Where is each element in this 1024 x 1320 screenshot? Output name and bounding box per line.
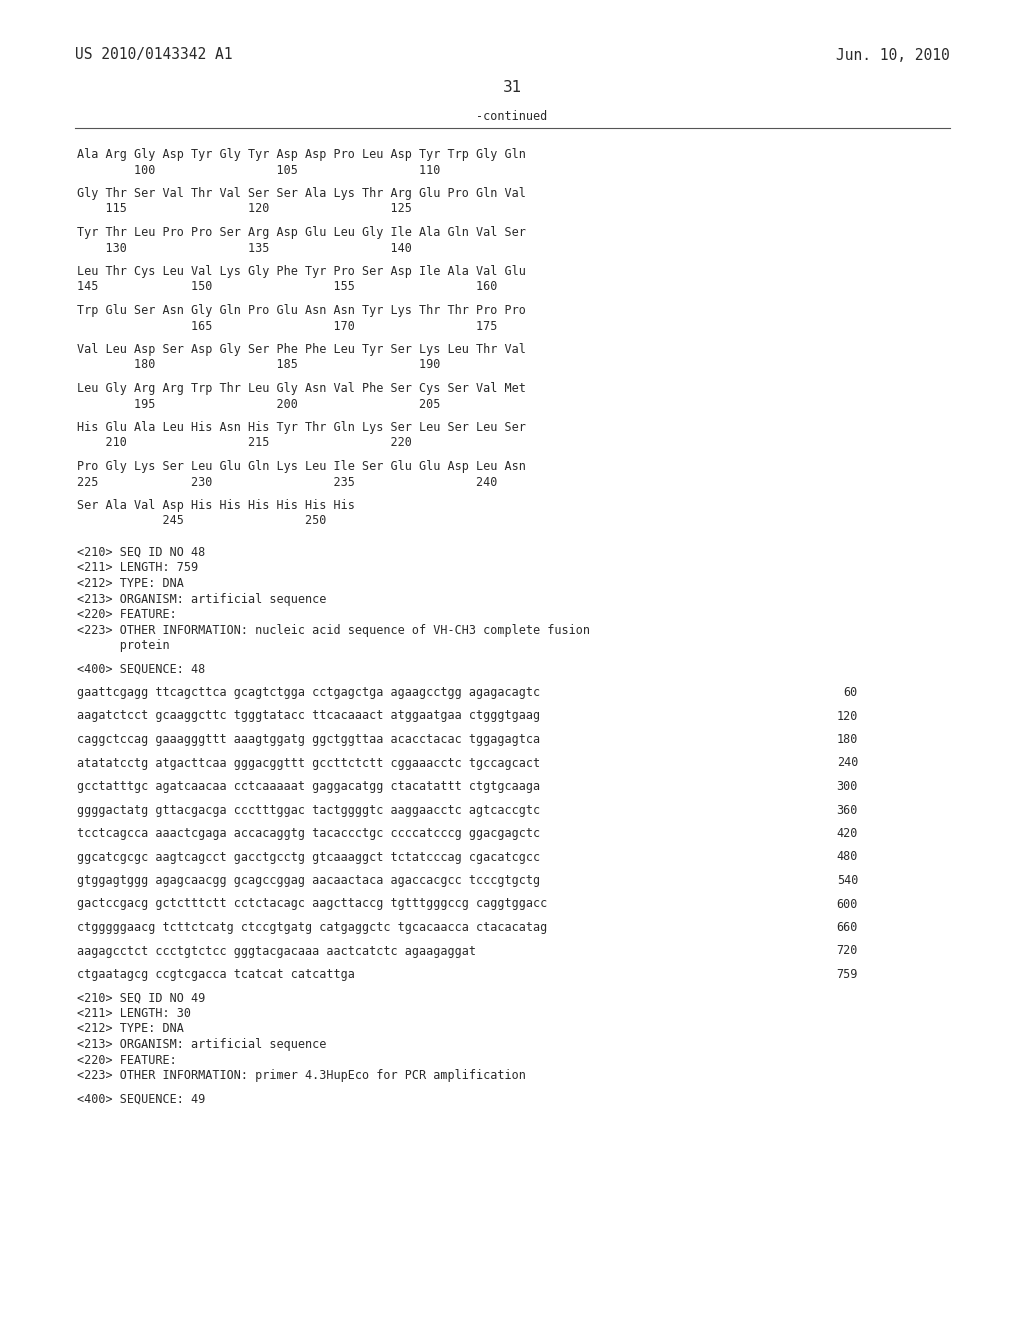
Text: ctgaatagcg ccgtcgacca tcatcat catcattga: ctgaatagcg ccgtcgacca tcatcat catcattga [77, 968, 355, 981]
Text: gactccgacg gctctttctt cctctacagc aagcttaccg tgtttgggccg caggtggacc: gactccgacg gctctttctt cctctacagc aagctta… [77, 898, 547, 911]
Text: <400> SEQUENCE: 49: <400> SEQUENCE: 49 [77, 1093, 205, 1105]
Text: 540: 540 [837, 874, 858, 887]
Text: 240: 240 [837, 756, 858, 770]
Text: US 2010/0143342 A1: US 2010/0143342 A1 [75, 48, 232, 62]
Text: Leu Gly Arg Arg Trp Thr Leu Gly Asn Val Phe Ser Cys Ser Val Met: Leu Gly Arg Arg Trp Thr Leu Gly Asn Val … [77, 381, 526, 395]
Text: 195                 200                 205: 195 200 205 [77, 397, 440, 411]
Text: ggcatcgcgc aagtcagcct gacctgcctg gtcaaaggct tctatcccag cgacatcgcc: ggcatcgcgc aagtcagcct gacctgcctg gtcaaag… [77, 850, 540, 863]
Text: 120: 120 [837, 710, 858, 722]
Text: 100                 105                 110: 100 105 110 [77, 164, 440, 177]
Text: 180                 185                 190: 180 185 190 [77, 359, 440, 371]
Text: 300: 300 [837, 780, 858, 793]
Text: <210> SEQ ID NO 49: <210> SEQ ID NO 49 [77, 991, 205, 1005]
Text: Leu Thr Cys Leu Val Lys Gly Phe Tyr Pro Ser Asp Ile Ala Val Glu: Leu Thr Cys Leu Val Lys Gly Phe Tyr Pro … [77, 265, 526, 279]
Text: ggggactatg gttacgacga ccctttggac tactggggtc aaggaacctc agtcaccgtc: ggggactatg gttacgacga ccctttggac tactggg… [77, 804, 540, 817]
Text: <220> FEATURE:: <220> FEATURE: [77, 609, 177, 620]
Text: 420: 420 [837, 828, 858, 840]
Text: -continued: -continued [476, 110, 548, 123]
Text: tcctcagcca aaactcgaga accacaggtg tacaccctgc ccccatcccg ggacgagctc: tcctcagcca aaactcgaga accacaggtg tacaccc… [77, 828, 540, 840]
Text: Jun. 10, 2010: Jun. 10, 2010 [837, 48, 950, 62]
Text: protein: protein [77, 639, 170, 652]
Text: <211> LENGTH: 30: <211> LENGTH: 30 [77, 1007, 191, 1020]
Text: ctgggggaacg tcttctcatg ctccgtgatg catgaggctc tgcacaacca ctacacatag: ctgggggaacg tcttctcatg ctccgtgatg catgag… [77, 921, 547, 935]
Text: 210                 215                 220: 210 215 220 [77, 437, 412, 450]
Text: aagagcctct ccctgtctcc gggtacgacaaa aactcatctc agaagaggat: aagagcctct ccctgtctcc gggtacgacaaa aactc… [77, 945, 476, 957]
Text: Pro Gly Lys Ser Leu Glu Gln Lys Leu Ile Ser Glu Glu Asp Leu Asn: Pro Gly Lys Ser Leu Glu Gln Lys Leu Ile … [77, 459, 526, 473]
Text: 165                 170                 175: 165 170 175 [77, 319, 498, 333]
Text: gcctatttgc agatcaacaa cctcaaaaat gaggacatgg ctacatattt ctgtgcaaga: gcctatttgc agatcaacaa cctcaaaaat gaggaca… [77, 780, 540, 793]
Text: <212> TYPE: DNA: <212> TYPE: DNA [77, 1023, 184, 1035]
Text: 759: 759 [837, 968, 858, 981]
Text: aagatctcct gcaaggcttc tgggtatacc ttcacaaact atggaatgaa ctgggtgaag: aagatctcct gcaaggcttc tgggtatacc ttcacaa… [77, 710, 540, 722]
Text: Tyr Thr Leu Pro Pro Ser Arg Asp Glu Leu Gly Ile Ala Gln Val Ser: Tyr Thr Leu Pro Pro Ser Arg Asp Glu Leu … [77, 226, 526, 239]
Text: 720: 720 [837, 945, 858, 957]
Text: 360: 360 [837, 804, 858, 817]
Text: <213> ORGANISM: artificial sequence: <213> ORGANISM: artificial sequence [77, 593, 327, 606]
Text: 480: 480 [837, 850, 858, 863]
Text: 600: 600 [837, 898, 858, 911]
Text: Ala Arg Gly Asp Tyr Gly Tyr Asp Asp Pro Leu Asp Tyr Trp Gly Gln: Ala Arg Gly Asp Tyr Gly Tyr Asp Asp Pro … [77, 148, 526, 161]
Text: <223> OTHER INFORMATION: primer 4.3HupEco for PCR amplification: <223> OTHER INFORMATION: primer 4.3HupEc… [77, 1069, 526, 1082]
Text: 130                 135                 140: 130 135 140 [77, 242, 412, 255]
Text: <212> TYPE: DNA: <212> TYPE: DNA [77, 577, 184, 590]
Text: 180: 180 [837, 733, 858, 746]
Text: gaattcgagg ttcagcttca gcagtctgga cctgagctga agaagcctgg agagacagtc: gaattcgagg ttcagcttca gcagtctgga cctgagc… [77, 686, 540, 700]
Text: 60: 60 [844, 686, 858, 700]
Text: Gly Thr Ser Val Thr Val Ser Ser Ala Lys Thr Arg Glu Pro Gln Val: Gly Thr Ser Val Thr Val Ser Ser Ala Lys … [77, 187, 526, 201]
Text: Trp Glu Ser Asn Gly Gln Pro Glu Asn Asn Tyr Lys Thr Thr Pro Pro: Trp Glu Ser Asn Gly Gln Pro Glu Asn Asn … [77, 304, 526, 317]
Text: 225             230                 235                 240: 225 230 235 240 [77, 475, 498, 488]
Text: <400> SEQUENCE: 48: <400> SEQUENCE: 48 [77, 663, 205, 676]
Text: gtggagtggg agagcaacgg gcagccggag aacaactaca agaccacgcc tcccgtgctg: gtggagtggg agagcaacgg gcagccggag aacaact… [77, 874, 540, 887]
Text: caggctccag gaaagggttt aaagtggatg ggctggttaa acacctacac tggagagtca: caggctccag gaaagggttt aaagtggatg ggctggt… [77, 733, 540, 746]
Text: 245                 250: 245 250 [77, 515, 327, 528]
Text: <213> ORGANISM: artificial sequence: <213> ORGANISM: artificial sequence [77, 1038, 327, 1051]
Text: <223> OTHER INFORMATION: nucleic acid sequence of VH-CH3 complete fusion: <223> OTHER INFORMATION: nucleic acid se… [77, 623, 590, 636]
Text: 115                 120                 125: 115 120 125 [77, 202, 412, 215]
Text: Ser Ala Val Asp His His His His His His: Ser Ala Val Asp His His His His His His [77, 499, 355, 512]
Text: <220> FEATURE:: <220> FEATURE: [77, 1053, 177, 1067]
Text: <210> SEQ ID NO 48: <210> SEQ ID NO 48 [77, 546, 205, 558]
Text: 145             150                 155                 160: 145 150 155 160 [77, 281, 498, 293]
Text: atatatcctg atgacttcaa gggacggttt gccttctctt cggaaacctc tgccagcact: atatatcctg atgacttcaa gggacggttt gccttct… [77, 756, 540, 770]
Text: Val Leu Asp Ser Asp Gly Ser Phe Phe Leu Tyr Ser Lys Leu Thr Val: Val Leu Asp Ser Asp Gly Ser Phe Phe Leu … [77, 343, 526, 356]
Text: 31: 31 [503, 81, 521, 95]
Text: 660: 660 [837, 921, 858, 935]
Text: <211> LENGTH: 759: <211> LENGTH: 759 [77, 561, 198, 574]
Text: His Glu Ala Leu His Asn His Tyr Thr Gln Lys Ser Leu Ser Leu Ser: His Glu Ala Leu His Asn His Tyr Thr Gln … [77, 421, 526, 434]
